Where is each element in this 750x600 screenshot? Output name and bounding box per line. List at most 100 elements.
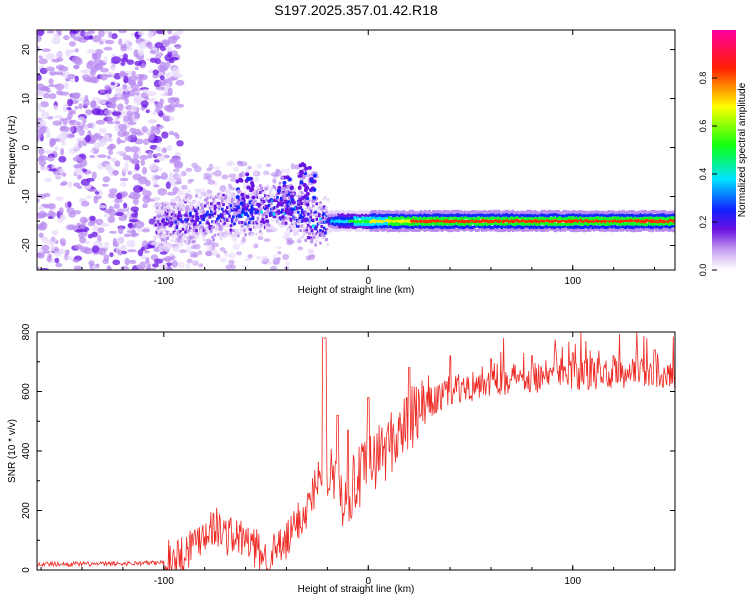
heatmap-cell — [310, 240, 314, 244]
heatmap-cell — [306, 208, 310, 212]
heatmap-cell — [223, 250, 228, 254]
heatmap-cell — [228, 210, 231, 214]
heatmap-cell — [249, 210, 254, 215]
heatmap-cell — [134, 114, 140, 119]
heatmap-cell — [300, 191, 304, 195]
heatmap-cell — [59, 168, 65, 175]
heatmap-cell — [403, 229, 407, 233]
heatmap-cell — [112, 259, 121, 266]
heatmap-cell — [236, 205, 241, 210]
heatmap-cell — [114, 197, 123, 204]
heatmap-cell — [255, 211, 258, 215]
heatmap-cell — [208, 227, 212, 231]
heatmap-cell — [641, 224, 645, 228]
heatmap-cell — [289, 218, 293, 222]
heatmap-cell — [120, 244, 127, 252]
heatmap-cell — [219, 191, 223, 195]
heatmap-cell — [305, 191, 310, 196]
heatmap-cell — [266, 222, 270, 226]
heatmap-cell — [256, 203, 260, 207]
heatmap-cell — [432, 221, 435, 225]
heatmap-cell — [108, 208, 117, 217]
heatmap-cell — [175, 235, 179, 239]
heatmap-cell — [73, 36, 83, 42]
heatmap-cell — [95, 119, 106, 125]
heatmap-cell — [224, 253, 232, 258]
heatmap-cell — [315, 202, 319, 206]
heatmap-cell — [160, 211, 164, 215]
heatmap-cell — [582, 220, 586, 224]
heatmap-cell — [216, 226, 219, 230]
heatmap-cell — [654, 209, 657, 213]
heatmap-cell — [232, 228, 235, 232]
heatmap-cell — [302, 194, 305, 198]
heatmap-cell — [54, 174, 63, 179]
heatmap-cell — [255, 255, 262, 260]
heatmap-cell — [244, 233, 247, 237]
heatmap-cell — [268, 192, 272, 196]
spectrogram-heatmap — [37, 30, 675, 270]
heatmap-cell — [298, 173, 303, 178]
heatmap-cell — [175, 224, 179, 228]
heatmap-cell — [470, 212, 473, 216]
heatmap-cell — [260, 186, 263, 190]
heatmap-cell — [146, 263, 152, 270]
heatmap-cell — [304, 219, 308, 223]
heatmap-cell — [241, 236, 246, 243]
heatmap-cell — [93, 132, 101, 139]
heatmap-cell — [74, 48, 79, 53]
heatmap-cell — [398, 227, 402, 231]
heatmap-cell — [51, 58, 61, 63]
heatmap-cell — [140, 159, 146, 166]
heatmap-cell — [93, 142, 101, 150]
heatmap-cell — [673, 224, 675, 228]
heatmap-cell — [312, 173, 317, 178]
heatmap-cell — [149, 267, 157, 270]
heatmap-cell — [176, 214, 180, 218]
heatmap-cell — [216, 224, 219, 228]
heatmap-cell — [76, 157, 82, 162]
heatmap-cell — [282, 213, 285, 217]
heatmap-cell — [103, 254, 110, 262]
heatmap-cell — [174, 160, 182, 168]
heatmap-cell — [228, 198, 231, 202]
heatmap-cell — [532, 226, 536, 230]
heatmap-cell — [257, 235, 264, 241]
heatmap-cell — [67, 98, 73, 107]
heatmap-cell — [502, 220, 505, 224]
heatmap-cell — [430, 211, 434, 215]
heatmap-cell — [158, 222, 162, 226]
heatmap-cell — [310, 238, 314, 242]
heatmap-cell — [152, 69, 159, 76]
spectrogram-xtick-label: -100 — [154, 276, 174, 287]
heatmap-cell — [229, 252, 236, 259]
heatmap-cell — [407, 211, 411, 215]
heatmap-cell — [305, 226, 309, 230]
heatmap-cell — [38, 108, 46, 113]
heatmap-cell — [417, 223, 420, 227]
snr-xtick-label: 100 — [564, 576, 581, 587]
heatmap-cell — [306, 223, 310, 227]
heatmap-cell — [164, 215, 168, 219]
heatmap-cell — [70, 30, 80, 35]
heatmap-cell — [53, 145, 59, 152]
heatmap-cell — [107, 266, 112, 270]
heatmap-cell — [254, 199, 257, 203]
heatmap-cell — [221, 199, 224, 203]
heatmap-cell — [148, 119, 157, 123]
heatmap-cell — [154, 102, 160, 109]
colorbar-tick-label: 0.4 — [698, 168, 708, 181]
colorbar-tick-label: 0.0 — [698, 264, 708, 277]
heatmap-cell — [62, 118, 68, 126]
heatmap-cell — [352, 218, 355, 222]
heatmap-cell — [256, 163, 263, 169]
heatmap-cell — [277, 211, 281, 215]
heatmap-cell — [221, 215, 224, 219]
heatmap-cell — [230, 234, 234, 238]
heatmap-cell — [436, 213, 440, 217]
heatmap-cell — [48, 93, 57, 100]
heatmap-cell — [116, 192, 123, 200]
heatmap-cell — [144, 250, 150, 254]
heatmap-cell — [140, 100, 149, 108]
